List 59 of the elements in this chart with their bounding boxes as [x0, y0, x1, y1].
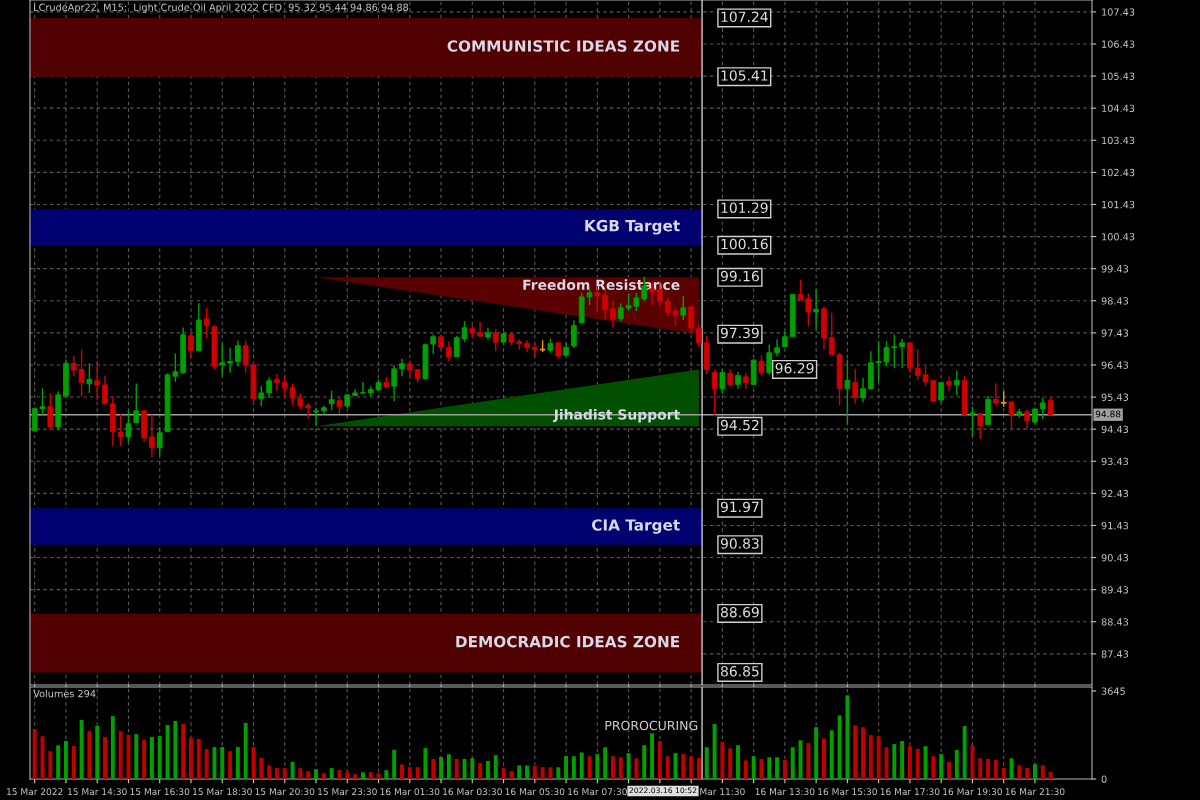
annotation: PROROCURING	[605, 720, 698, 731]
x-tick-label: 16 Mar 05:30	[505, 788, 565, 796]
y-tick-label: 94.43	[1101, 425, 1129, 433]
x-tick-label: Mar 11:30	[700, 788, 745, 796]
y-tick-label: 97.43	[1101, 329, 1129, 337]
x-tick-label: 16 Mar 19:30	[943, 788, 1002, 796]
x-tick-label: 15 Mar 20:30	[255, 788, 315, 796]
y-tick-label: 104.43	[1102, 104, 1135, 113]
annotation: 91.97	[720, 501, 759, 513]
annotation: 105.41	[721, 70, 768, 81]
chart-title: LCrudeApr22, M15: Light Crude Oil April 2022 CFD 95.32 95.44 94.86 94.88	[34, 3, 409, 13]
x-tick-label: 16 Mar 17:30	[880, 788, 940, 796]
y-tick-label: 93.43	[1101, 457, 1129, 466]
x-tick-label: 15 Mar 18:30	[193, 788, 252, 796]
annotation: 90.83	[720, 538, 759, 549]
annotation: 99.16	[720, 270, 759, 282]
x-tick-label: 15 Mar 23:30	[318, 788, 377, 796]
y-tick-label: 100.43	[1102, 233, 1135, 241]
band-label: CIA Target	[592, 519, 680, 534]
annotation: 86.85	[720, 666, 759, 677]
y-tick-label: 91.43	[1101, 521, 1129, 530]
annotation: 96.29	[775, 362, 814, 374]
x-tick-label: 16 Mar 15:30	[818, 788, 877, 796]
y-tick-label: 98.43	[1101, 297, 1129, 305]
band-label: DEMOCRADIC IDEAS ZONE	[456, 635, 680, 648]
y-tick-label: 95.43	[1101, 393, 1129, 401]
y-tick-label: 106.43	[1102, 40, 1135, 48]
y-tick-label: 102.43	[1102, 168, 1135, 177]
y-tick-label: 92.43	[1101, 489, 1129, 498]
y-tick-label: 96.43	[1101, 361, 1129, 369]
x-tick-label: 16 Mar 07:30	[568, 788, 627, 796]
annotation: 101.29	[721, 202, 768, 213]
ref-line-label: 94.88	[1095, 410, 1121, 418]
x-tick-label: 16 Mar 21:30	[1005, 788, 1065, 796]
annotation: 107.24	[721, 11, 768, 23]
annotation: 97.39	[720, 327, 759, 339]
band-label: KGB Target	[585, 219, 680, 235]
x-tick-label: 16 Mar 03:30	[443, 788, 502, 796]
y-tick-label: 105.43	[1102, 72, 1135, 80]
y-tick-label: 89.43	[1101, 586, 1129, 594]
x-tick-label: 16 Mar 13:30	[755, 788, 815, 796]
y-tick-label: 101.43	[1102, 200, 1135, 209]
x-tick-label: 15 Mar 2022	[7, 788, 63, 796]
y-tick-label: 99.43	[1101, 265, 1129, 273]
y-tick-label: 88.43	[1101, 618, 1129, 626]
annotation: 88.69	[720, 606, 759, 618]
y-tick-label: 103.43	[1102, 136, 1135, 145]
x-tick-label: 16 Mar 01:30	[380, 788, 440, 796]
annotation: 94.52	[720, 419, 759, 431]
y-tick-label: 87.43	[1101, 650, 1129, 658]
y-tick-label: 0	[1101, 775, 1107, 783]
chart-title: Volumes 294	[33, 689, 96, 698]
x-tick-label: 15 Mar 16:30	[130, 788, 190, 796]
band-label: COMMUNISTIC IDEAS ZONE	[447, 40, 680, 52]
x-tick-label: 15 Mar 14:30	[68, 788, 127, 796]
y-tick-label: 3645	[1101, 687, 1125, 695]
y-tick-label: 90.43	[1101, 554, 1129, 562]
annotation: 100.16	[721, 238, 768, 250]
y-tick-label: 107.43	[1102, 8, 1135, 16]
